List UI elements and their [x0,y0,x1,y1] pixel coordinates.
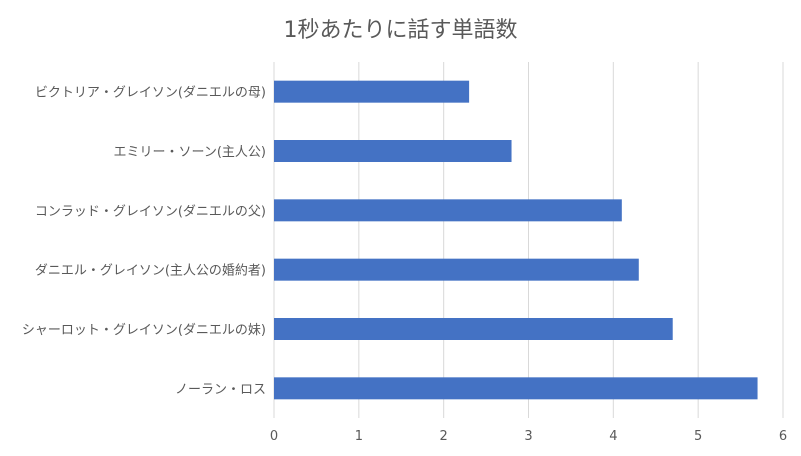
x-tick-label: 2 [440,429,448,444]
bar [274,258,639,281]
category-label: ビクトリア・グレイソン(ダニエルの母) [35,86,266,101]
category-label: ノーラン・ロス [175,382,266,397]
chart-title: 1秒あたりに話す単語数 [283,18,518,43]
category-label: コンラッド・グレイソン(ダニエルの父) [35,204,266,219]
bar [274,199,622,222]
x-tick-label: 3 [524,429,532,444]
x-tick-label: 5 [694,429,702,444]
category-label: シャーロット・グレイソン(ダニエルの妹) [22,323,266,338]
category-label: ダニエル・グレイソン(主人公の婚約者) [35,264,266,279]
x-tick-label: 4 [609,429,617,444]
x-tick-label: 0 [270,429,278,444]
category-label: エミリー・ソーン(主人公) [114,145,267,160]
bar [274,318,673,340]
x-tick-label: 6 [779,429,787,444]
bar [274,140,512,162]
bar [274,80,470,103]
x-tick-label: 1 [355,429,363,444]
bar [274,377,758,400]
